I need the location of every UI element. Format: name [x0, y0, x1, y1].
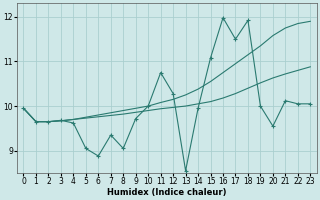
X-axis label: Humidex (Indice chaleur): Humidex (Indice chaleur)	[107, 188, 227, 197]
